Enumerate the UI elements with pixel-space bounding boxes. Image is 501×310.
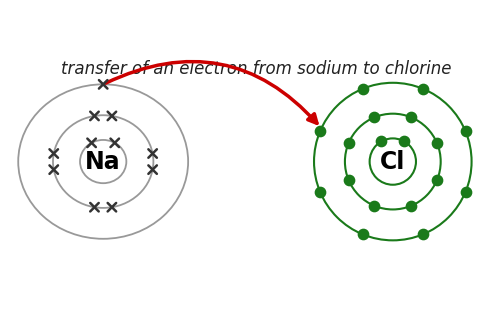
Point [400,139,408,144]
Point [370,115,378,120]
Point [433,141,441,146]
Point [316,189,324,194]
Point [461,189,469,194]
Point [419,86,427,91]
Point [407,115,415,120]
Point [359,86,367,91]
Point [433,177,441,182]
Point [370,203,378,208]
Text: transfer of an electron from sodium to chlorine: transfer of an electron from sodium to c… [61,60,451,78]
Point [419,232,427,237]
Point [359,232,367,237]
Text: Cl: Cl [380,149,405,174]
Text: Na: Na [85,149,121,174]
Point [407,203,415,208]
Point [461,129,469,134]
Point [345,141,353,146]
Point [377,139,385,144]
Point [316,129,324,134]
Point [345,177,353,182]
